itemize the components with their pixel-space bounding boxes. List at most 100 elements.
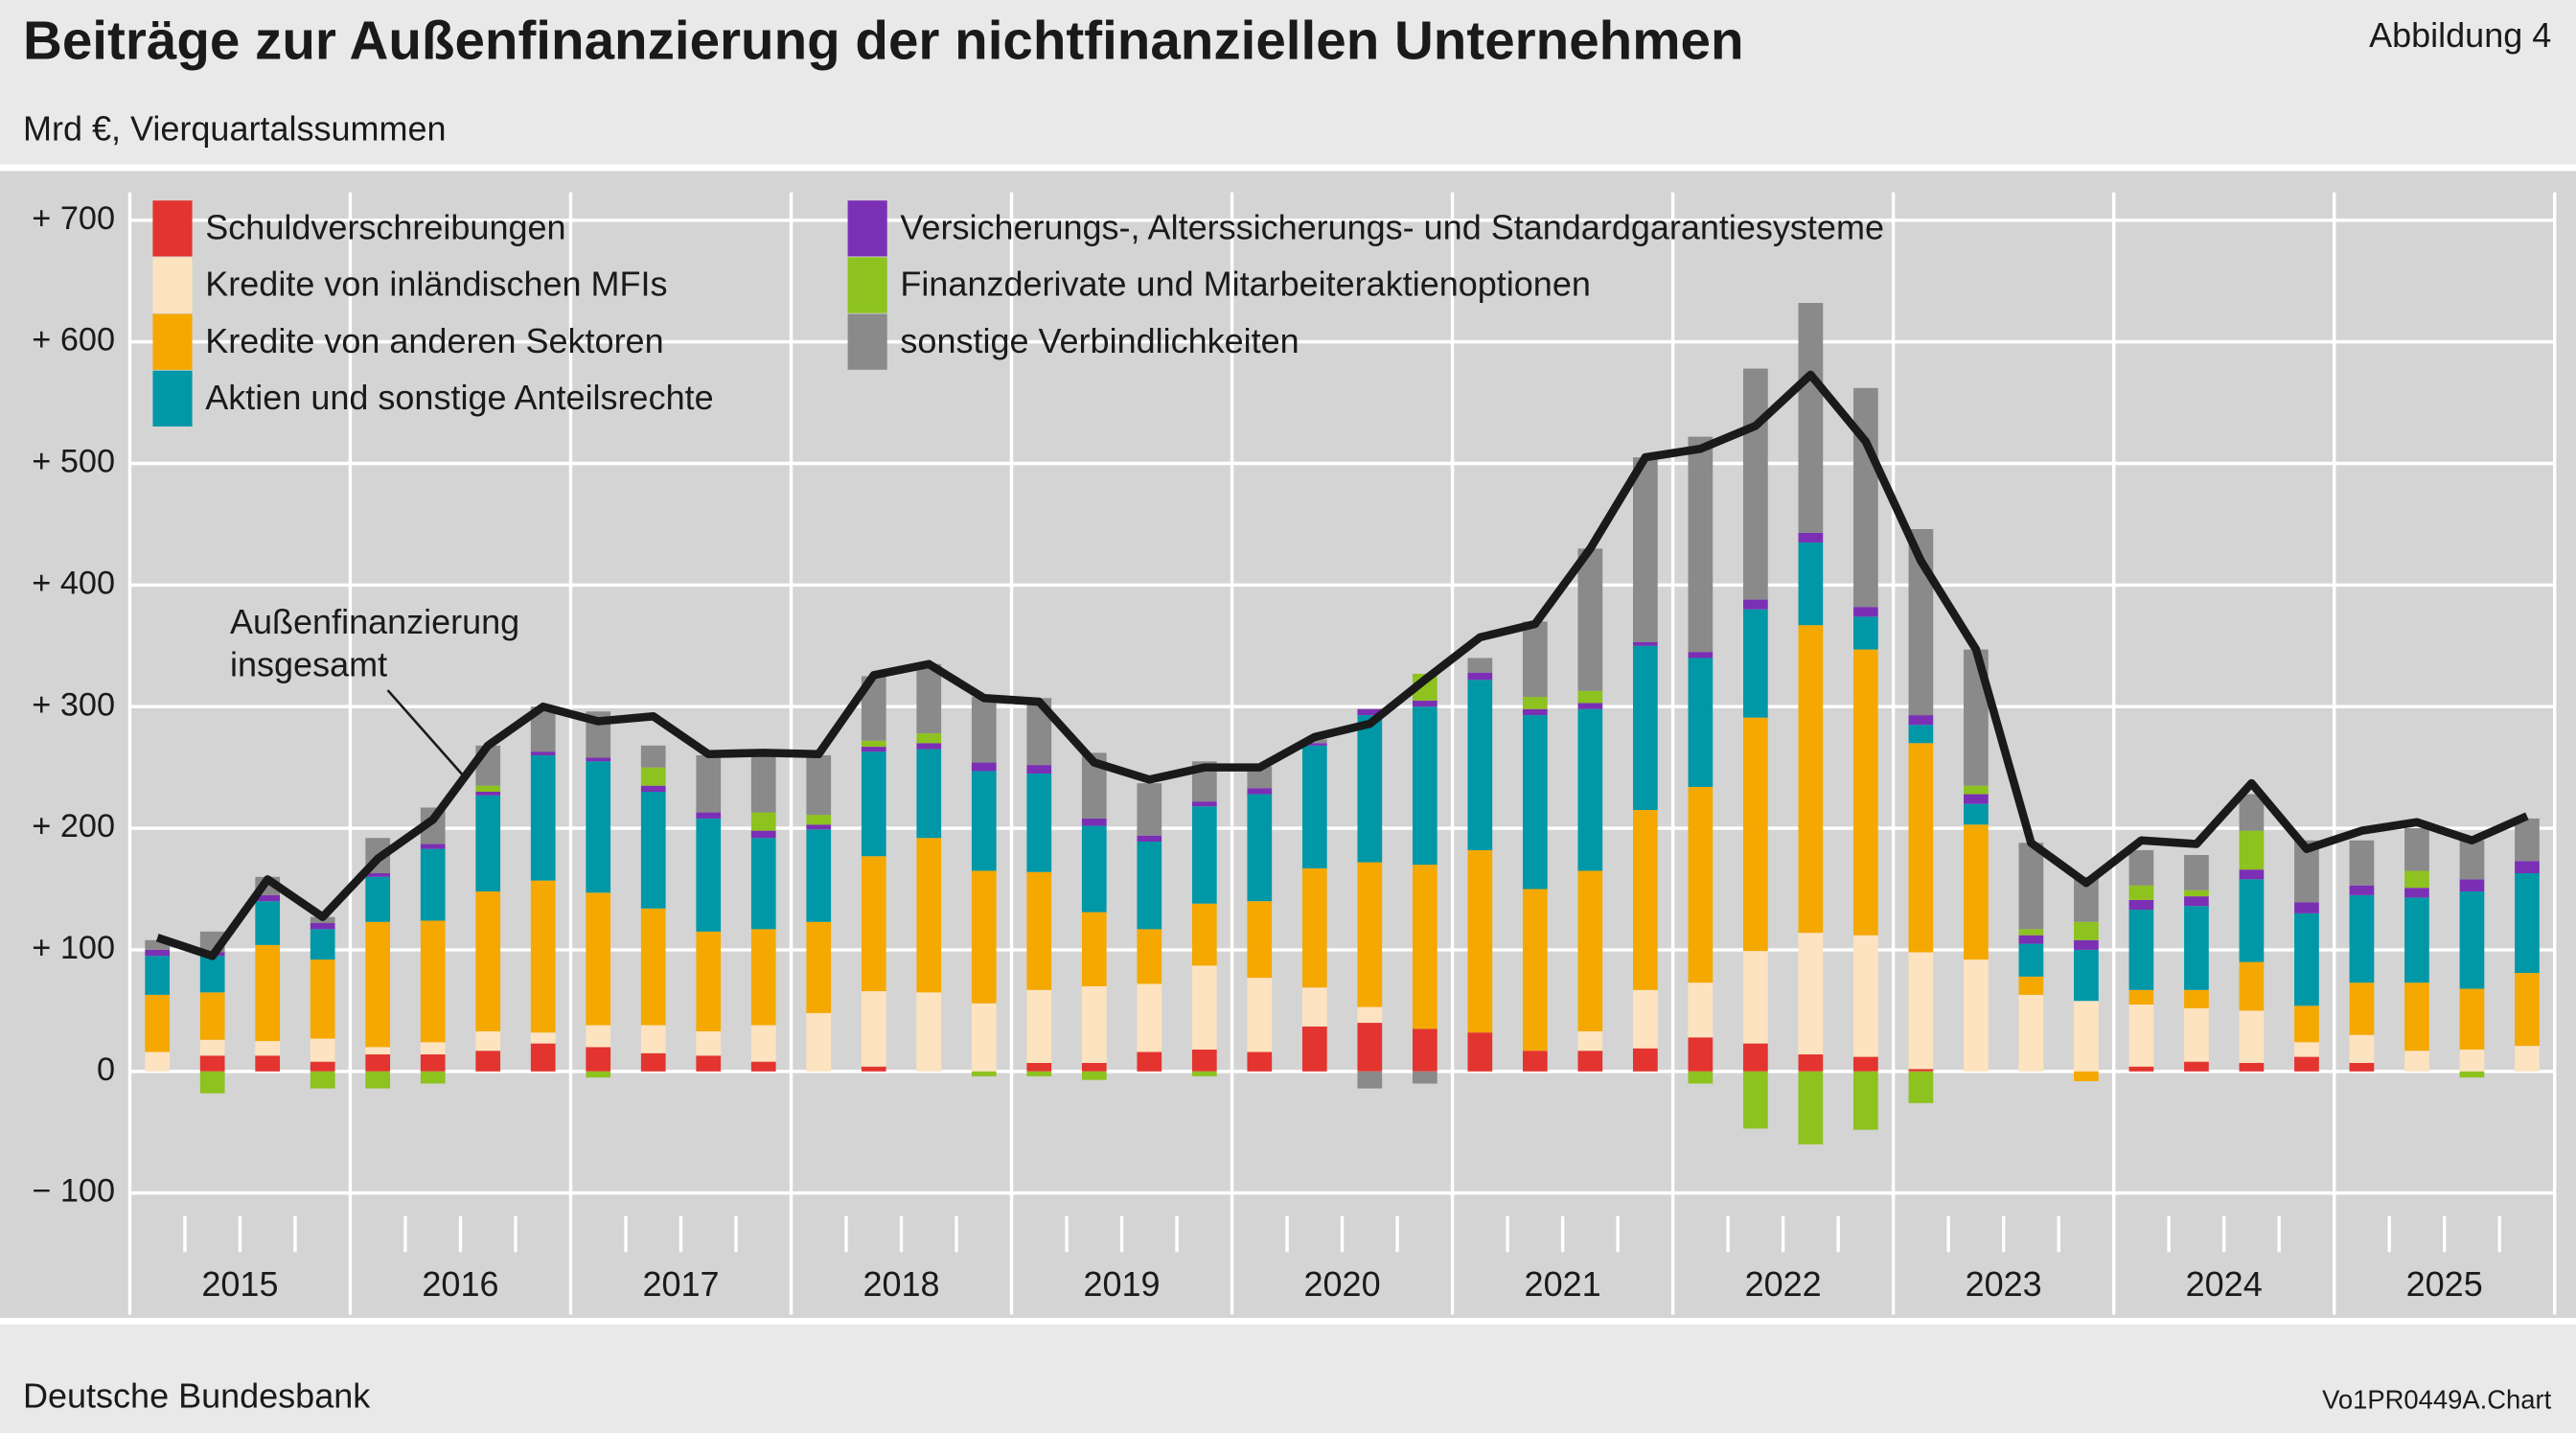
bar-segment [2459,840,2485,880]
bar-segment [861,740,886,748]
legend-swatch [152,313,193,370]
bar-segment [1577,548,1603,691]
bar-segment [1026,1071,1052,1076]
bar-segment [1081,912,1107,986]
bar-segment [420,920,446,1043]
bar-segment [1688,1071,1714,1084]
bar-segment [255,944,281,1042]
bar-segment [2128,910,2154,990]
bar-segment [2074,949,2099,1002]
bar-segment [2294,902,2319,913]
bar-segment [2239,879,2265,962]
bar-segment [1577,708,1603,871]
bar-segment [1247,978,1273,1052]
bar-segment [310,923,335,930]
bar-segment [916,663,942,734]
bar-segment [750,812,776,831]
figure-label: Abbildung 4 [2369,15,2551,55]
bar-segment [145,949,171,957]
bar-segment [1743,717,1768,952]
bar-segment [1357,862,1383,1007]
bar-segment [916,992,942,1072]
x-group-label: 2020 [1304,1264,1381,1304]
bar-segment [861,991,886,1067]
legend-label: Finanzderivate und Mitarbeiteraktienopti… [900,265,1590,304]
bar-segment [420,1054,446,1072]
bar-segment [1688,652,1714,659]
bar-segment [1137,835,1162,843]
bar-segment [365,1054,391,1072]
bar-segment [1412,865,1438,1029]
bars [145,303,2540,1144]
bar-segment [1026,773,1052,872]
bar-segment [1577,703,1603,709]
bar-segment [1688,658,1714,787]
bar-segment [475,891,501,1031]
bar-segment [586,757,611,762]
bar-segment [2239,961,2265,1011]
annotation-leader [386,689,465,777]
bar-segment [2294,1056,2319,1072]
bar-segment [2404,982,2429,1052]
bar-segment [2184,890,2209,897]
bar-segment [1247,794,1273,902]
bar-segment [1798,625,1824,934]
bar-segment [1412,706,1438,866]
bar-segment [2349,1034,2375,1063]
bar-segment [255,901,281,945]
bar-segment [2515,873,2540,974]
bar-segment [806,829,832,922]
bar-segment [2459,891,2485,989]
bar-segment [2404,1051,2429,1072]
bar-segment [696,754,722,813]
y-tick-label: 0 [97,1052,115,1088]
legend-label: Versicherungs-, Alterssicherungs- und St… [900,208,1884,247]
bar-segment [1743,599,1768,610]
annotation: insgesamt [230,645,387,684]
bar-segment [2349,894,2375,983]
bar-segment [2018,994,2044,1072]
bar-segment [916,733,942,744]
bar-segment [2128,885,2154,900]
bar-segment [1633,810,1658,990]
legend-swatch [152,257,193,313]
legend-label: Schuldverschreibungen [205,208,565,247]
bar-segment [475,792,501,796]
bar-segment [916,749,942,839]
bar-segment [1798,933,1824,1055]
bar-segment [1964,785,1989,795]
bar-segment [2515,1046,2540,1072]
bar-segment [255,1041,281,1056]
bar-segment [1908,725,1934,744]
x-group-label: 2025 [2406,1264,2483,1304]
bar-segment [1412,1029,1438,1072]
bar-segment [586,1025,611,1048]
bar-segment [1743,609,1768,718]
bar-segment [1633,457,1658,642]
bar-segment [1798,1071,1824,1144]
bar-segment [1301,1026,1327,1072]
bar-segment [1191,903,1217,966]
bar-segment [971,762,997,772]
bar-segment [1191,801,1217,807]
bar-segment [1081,1071,1107,1080]
legend-label: sonstige Verbindlichkeiten [900,321,1299,360]
bar-segment [1191,965,1217,1050]
bar-segment [1191,1071,1217,1076]
bar-segment [640,1025,666,1053]
bar-segment [2184,854,2209,890]
bar-segment [420,844,446,849]
bar-segment [1301,743,1327,746]
bar-segment [2515,861,2540,874]
bar-segment [696,1055,722,1072]
annotation: Außenfinanzierung [230,602,519,641]
bar-segment [1633,1048,1658,1072]
bar-segment [806,815,832,825]
bar-segment [971,1003,997,1072]
bar-segment [916,838,942,993]
x-group-label: 2022 [1745,1264,1822,1304]
bar-segment [1798,542,1824,626]
bar-segment [199,992,225,1040]
bar-segment [530,880,556,1033]
